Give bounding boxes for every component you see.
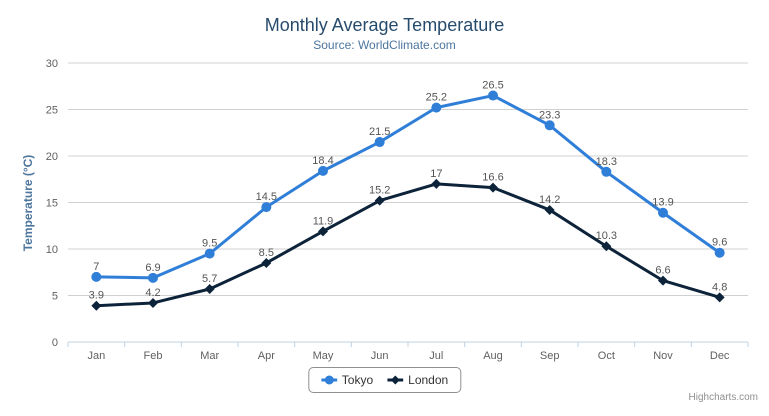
data-point-marker-tokyo[interactable] [318, 165, 328, 176]
x-axis-label: Feb [144, 350, 163, 362]
x-axis-label: Mar [200, 350, 219, 362]
data-label: 3.9 [89, 290, 104, 302]
data-point-marker-london[interactable] [488, 182, 498, 193]
data-point-marker-tokyo[interactable] [544, 120, 555, 131]
data-point-marker-tokyo[interactable] [714, 247, 725, 258]
y-axis-title: Temperature (°C) [21, 154, 35, 252]
data-point-marker-tokyo[interactable] [601, 166, 612, 177]
data-point-marker-london[interactable] [374, 195, 385, 206]
data-point-marker-london[interactable] [431, 178, 442, 189]
data-point-marker-london[interactable] [148, 297, 158, 308]
x-axis-label: Oct [598, 350, 615, 362]
y-axis-tick-label: 0 [52, 337, 58, 349]
x-axis-label: May [313, 350, 334, 362]
data-label: 6.6 [655, 265, 670, 277]
data-label: 13.9 [652, 197, 673, 209]
data-point-marker-london[interactable] [318, 226, 328, 237]
data-label: 18.3 [596, 156, 617, 168]
data-label: 4.2 [145, 287, 160, 299]
data-label: 4.8 [712, 281, 727, 293]
data-label: 9.5 [202, 238, 217, 250]
x-axis-label: Jul [429, 350, 443, 362]
data-label: 17 [430, 168, 442, 180]
data-point-marker-london[interactable] [91, 300, 102, 311]
data-point-marker-london[interactable] [601, 241, 612, 252]
x-axis-label: Jun [371, 350, 389, 362]
y-axis-tick-label: 30 [46, 58, 58, 70]
series-line-tokyo [94, 94, 722, 280]
data-label: 7 [93, 261, 99, 273]
x-axis-label: Apr [258, 350, 275, 362]
data-point-marker-london[interactable] [261, 257, 272, 268]
data-label: 9.6 [712, 237, 727, 249]
credits-link[interactable]: Highcharts.com [688, 392, 758, 403]
y-axis-tick-label: 10 [46, 244, 58, 256]
legend-item-london[interactable]: London [387, 373, 448, 387]
y-axis-tick-label: 20 [46, 151, 58, 163]
chart-subtitle: Source: WorldClimate.com [313, 38, 456, 52]
data-label: 23.3 [539, 109, 560, 121]
data-label: 15.2 [369, 185, 390, 197]
data-label: 21.5 [369, 126, 390, 138]
data-point-marker-tokyo[interactable] [261, 202, 272, 213]
data-label: 26.5 [482, 80, 503, 92]
data-point-marker-tokyo[interactable] [374, 137, 385, 148]
y-axis-tick-label: 5 [52, 291, 58, 303]
data-point-marker-london[interactable] [658, 275, 668, 286]
legend-label-tokyo: Tokyo [341, 373, 374, 387]
data-point-marker-tokyo[interactable] [488, 90, 498, 101]
x-axis-label: Sep [540, 350, 560, 362]
chart-title: Monthly Average Temperature [264, 15, 505, 35]
data-point-marker-tokyo[interactable] [204, 248, 215, 259]
data-label: 6.9 [145, 262, 160, 274]
data-point-marker-tokyo[interactable] [148, 272, 158, 283]
data-label: 5.7 [202, 273, 217, 285]
data-point-marker-london[interactable] [204, 283, 215, 294]
data-label: 11.9 [313, 215, 334, 227]
y-axis-tick-label: 25 [46, 105, 58, 117]
data-point-marker-tokyo[interactable] [431, 102, 442, 113]
legend-label-london: London [408, 373, 449, 387]
legend: Tokyo London [307, 367, 462, 393]
series-line-london [94, 182, 722, 308]
data-point-marker-london[interactable] [714, 292, 725, 303]
y-axis-tick-label: 15 [46, 198, 58, 210]
data-label: 25.2 [426, 92, 447, 104]
data-label: 14.5 [256, 191, 277, 203]
data-label: 10.3 [596, 230, 617, 242]
data-label: 16.6 [482, 172, 503, 184]
data-label: 18.4 [312, 155, 333, 167]
x-axis-label: Aug [483, 350, 503, 362]
data-point-marker-tokyo[interactable] [91, 271, 102, 282]
data-point-marker-tokyo[interactable] [658, 207, 668, 218]
legend-item-tokyo[interactable]: Tokyo [320, 373, 374, 387]
data-label: 14.2 [539, 194, 560, 206]
london-series-marker-icon [387, 374, 404, 386]
x-axis-label: Nov [653, 350, 673, 362]
data-point-marker-london[interactable] [544, 204, 555, 215]
x-axis-label: Jan [87, 350, 105, 362]
data-label: 8.5 [259, 247, 274, 259]
x-axis-label: Dec [710, 350, 730, 362]
tokyo-series-marker-icon [320, 374, 337, 386]
